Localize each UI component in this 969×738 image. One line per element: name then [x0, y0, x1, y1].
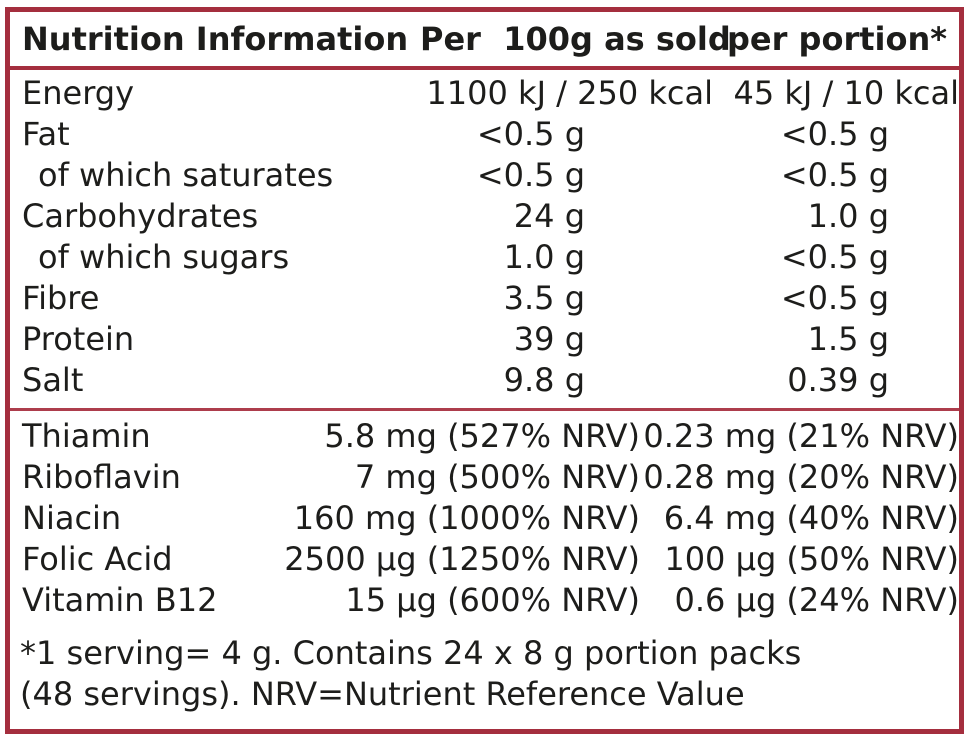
nutrient-portion-value: 0.39 g [787, 361, 889, 399]
vitamin-row-vitamin-b12: 15 μg (600% NRV) 0.6 μg (24% NRV) Vitami… [10, 580, 959, 621]
nutrient-label: Fibre [22, 279, 100, 317]
vitamin-row-folic-acid: 2500 μg (1250% NRV) 100 μg (50% NRV) Fol… [10, 539, 959, 580]
nutrient-per100g-value: 1.0 g [503, 238, 585, 276]
vitamin-per100g-value: 15 μg (600% NRV) [345, 581, 640, 619]
vitamin-label: Riboflavin [22, 458, 181, 496]
nutrient-per100g-value: 9.8 g [503, 361, 585, 399]
nutrient-portion-value: <0.5 g [780, 279, 889, 317]
nutrient-per100g-value: 24 g [513, 197, 585, 235]
nutrient-portion-value: 1.0 g [807, 197, 889, 235]
vitamin-portion-value: 0.28 mg (20% NRV) [643, 458, 959, 496]
section-divider [10, 408, 959, 411]
nutrient-label: Protein [22, 320, 135, 358]
nutrient-per100g-value: 3.5 g [503, 279, 585, 317]
nutrient-row-saturates: of which saturates <0.5 g <0.5 g [10, 155, 959, 196]
footnote-line-2: (48 servings). NRV=Nutrient Reference Va… [20, 675, 745, 713]
nutrient-label: of which sugars [38, 238, 290, 276]
nutrient-label: Carbohydrates [22, 197, 259, 235]
nutrient-portion-value: 45 kJ / 10 kcal [733, 74, 960, 112]
nutrient-per100g-value: <0.5 g [476, 156, 585, 194]
nutrient-portion-value: <0.5 g [780, 156, 889, 194]
nutrient-row-energy: Energy 1100 kJ / 250 kcal 45 kJ / 10 kca… [10, 73, 959, 114]
nutrient-label: Energy [22, 74, 135, 112]
nutrient-portion-value: <0.5 g [780, 238, 889, 276]
nutrient-portion-value: 1.5 g [807, 320, 889, 358]
nutrient-row-sugars: of which sugars 1.0 g <0.5 g [10, 237, 959, 278]
nutrient-row-fat: Fat <0.5 g <0.5 g [10, 114, 959, 155]
vitamin-label: Thiamin [22, 417, 151, 455]
nutrition-table-panel: Nutrition Information Per 100g as sold p… [5, 7, 964, 734]
vitamin-row-thiamin: 5.8 mg (527% NRV) 0.23 mg (21% NRV) Thia… [10, 416, 959, 457]
serving-footnote: *1 serving= 4 g. Contains 24 x 8 g porti… [10, 633, 959, 715]
vitamin-label: Niacin [22, 499, 122, 537]
nutrient-label: Fat [22, 115, 70, 153]
vitamin-per100g-value: 7 mg (500% NRV) [354, 458, 640, 496]
vitamin-label: Folic Acid [22, 540, 173, 578]
nutrient-row-protein: Protein 39 g 1.5 g [10, 319, 959, 360]
table-body: Energy 1100 kJ / 250 kcal 45 kJ / 10 kca… [10, 70, 959, 715]
footnote-line-1: *1 serving= 4 g. Contains 24 x 8 g porti… [20, 634, 802, 672]
vitamin-portion-value: 0.6 μg (24% NRV) [674, 581, 959, 619]
vitamin-portion-value: 0.23 mg (21% NRV) [643, 417, 959, 455]
nutrient-portion-value: <0.5 g [780, 115, 889, 153]
nutrient-per100g-value: 1100 kJ / 250 kcal [426, 74, 713, 112]
vitamin-per100g-value: 5.8 mg (527% NRV) [324, 417, 640, 455]
header-per-portion: per portion* [727, 20, 947, 58]
vitamin-per100g-value: 2500 μg (1250% NRV) [284, 540, 640, 578]
vitamin-label: Vitamin B12 [22, 581, 218, 619]
vitamin-per100g-value: 160 mg (1000% NRV) [293, 499, 640, 537]
vitamin-portion-value: 100 μg (50% NRV) [664, 540, 959, 578]
nutrient-label: Salt [22, 361, 84, 399]
nutrient-row-salt: Salt 9.8 g 0.39 g [10, 360, 959, 401]
nutrient-per100g-value: 39 g [513, 320, 585, 358]
vitamin-row-riboflavin: 7 mg (500% NRV) 0.28 mg (20% NRV) Ribofl… [10, 457, 959, 498]
table-header-row: Nutrition Information Per 100g as sold p… [10, 12, 959, 70]
nutrient-per100g-value: <0.5 g [476, 115, 585, 153]
header-per-100g: Per 100g as sold [420, 20, 731, 58]
nutrient-label: of which saturates [38, 156, 334, 194]
header-nutrition-information: Nutrition Information [22, 20, 409, 58]
nutrient-row-fibre: Fibre 3.5 g <0.5 g [10, 278, 959, 319]
vitamin-portion-value: 6.4 mg (40% NRV) [663, 499, 959, 537]
nutrient-row-carbohydrates: Carbohydrates 24 g 1.0 g [10, 196, 959, 237]
vitamin-row-niacin: 160 mg (1000% NRV) 6.4 mg (40% NRV) Niac… [10, 498, 959, 539]
